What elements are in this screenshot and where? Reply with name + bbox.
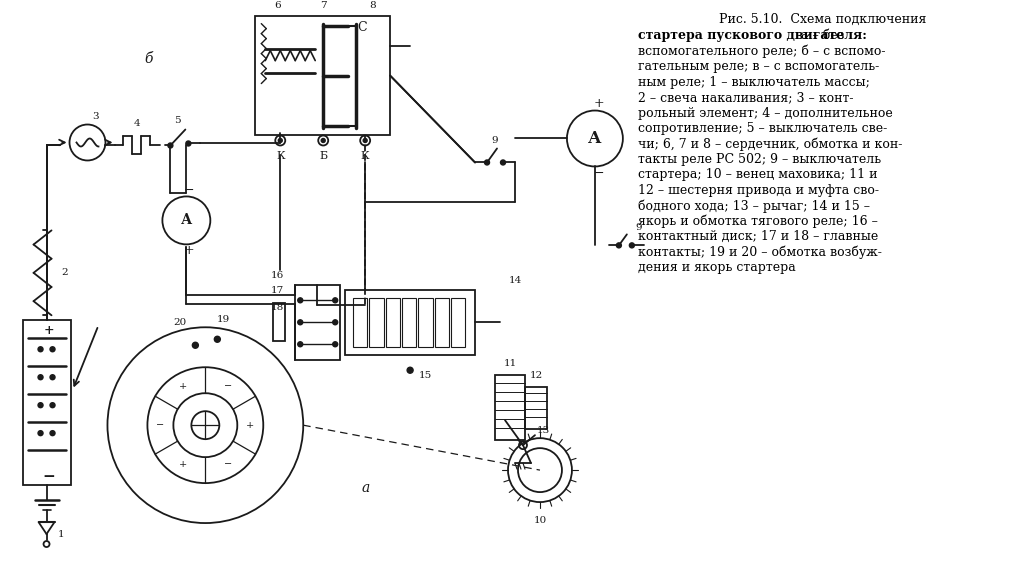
Text: контактный диск; 17 и 18 – главные: контактный диск; 17 и 18 – главные bbox=[638, 230, 879, 243]
Circle shape bbox=[333, 342, 338, 347]
Text: −: − bbox=[224, 382, 231, 391]
Bar bbox=[370, 298, 384, 347]
Circle shape bbox=[298, 342, 303, 347]
Bar bbox=[255, 15, 390, 135]
Circle shape bbox=[38, 403, 43, 408]
Text: 19: 19 bbox=[217, 315, 230, 324]
Bar bbox=[273, 303, 286, 342]
Text: 12 – шестерня привода и муфта сво-: 12 – шестерня привода и муфта сво- bbox=[638, 184, 879, 197]
Text: 18: 18 bbox=[270, 303, 284, 312]
Text: +: + bbox=[184, 244, 195, 257]
Circle shape bbox=[364, 138, 368, 142]
Text: +: + bbox=[246, 421, 254, 430]
Text: +: + bbox=[179, 460, 187, 468]
Circle shape bbox=[214, 336, 220, 342]
Text: Рис. 5.10.  Схема подключения: Рис. 5.10. Схема подключения bbox=[719, 13, 927, 26]
Text: 9: 9 bbox=[492, 136, 499, 145]
Bar bbox=[525, 387, 547, 429]
Circle shape bbox=[50, 430, 55, 436]
Circle shape bbox=[501, 160, 506, 165]
Text: 12: 12 bbox=[529, 371, 543, 380]
Text: 8: 8 bbox=[369, 1, 376, 10]
Circle shape bbox=[333, 320, 338, 325]
Bar bbox=[23, 320, 71, 485]
Text: дения и якорь стартера: дения и якорь стартера bbox=[638, 261, 796, 274]
Text: К: К bbox=[275, 152, 285, 161]
Text: ным реле; 1 – выключатель массы;: ным реле; 1 – выключатель массы; bbox=[638, 76, 869, 88]
Text: 16: 16 bbox=[270, 271, 284, 280]
Bar bbox=[295, 285, 340, 360]
Text: −: − bbox=[184, 184, 195, 197]
Circle shape bbox=[193, 342, 199, 348]
Circle shape bbox=[298, 298, 303, 303]
Text: б: б bbox=[144, 52, 153, 65]
Text: 15: 15 bbox=[419, 371, 432, 380]
Text: А: А bbox=[181, 214, 191, 227]
Circle shape bbox=[38, 347, 43, 352]
Circle shape bbox=[50, 347, 55, 352]
Circle shape bbox=[279, 138, 283, 142]
Bar bbox=[434, 298, 449, 347]
Text: С: С bbox=[357, 21, 367, 34]
Bar bbox=[386, 298, 400, 347]
Circle shape bbox=[50, 403, 55, 408]
Circle shape bbox=[38, 430, 43, 436]
Text: а: а bbox=[361, 481, 370, 495]
Text: 1: 1 bbox=[58, 530, 65, 538]
Text: бодного хода; 13 – рычаг; 14 и 15 –: бодного хода; 13 – рычаг; 14 и 15 – bbox=[638, 199, 869, 213]
Text: −: − bbox=[42, 470, 55, 484]
Text: −: − bbox=[157, 421, 165, 430]
Text: 11: 11 bbox=[504, 359, 517, 368]
Circle shape bbox=[484, 160, 489, 165]
Text: стартера пускового двигателя:: стартера пускового двигателя: bbox=[638, 29, 866, 42]
Bar bbox=[353, 298, 368, 347]
Text: 2 – свеча накаливания; 3 – конт-: 2 – свеча накаливания; 3 – конт- bbox=[638, 91, 853, 104]
Circle shape bbox=[298, 320, 303, 325]
Text: рольный элемент; 4 – дополнительное: рольный элемент; 4 – дополнительное bbox=[638, 107, 893, 119]
Text: а – без: а – без bbox=[797, 29, 845, 42]
Bar bbox=[402, 298, 416, 347]
Text: такты реле РС 502; 9 – выключатель: такты реле РС 502; 9 – выключатель bbox=[638, 153, 881, 166]
Circle shape bbox=[333, 298, 338, 303]
Text: 4: 4 bbox=[134, 119, 140, 128]
Circle shape bbox=[168, 143, 173, 148]
Bar bbox=[418, 298, 432, 347]
Text: якорь и обмотка тягового реле; 16 –: якорь и обмотка тягового реле; 16 – bbox=[638, 215, 878, 228]
Text: гательным реле; в – с вспомогатель-: гательным реле; в – с вспомогатель- bbox=[638, 60, 880, 73]
Text: 13: 13 bbox=[537, 426, 550, 435]
Circle shape bbox=[186, 141, 190, 146]
Text: 3: 3 bbox=[92, 112, 98, 121]
Text: чи; 6, 7 и 8 – сердечник, обмотка и кон-: чи; 6, 7 и 8 – сердечник, обмотка и кон- bbox=[638, 138, 902, 151]
Circle shape bbox=[50, 375, 55, 380]
Text: 14: 14 bbox=[508, 276, 521, 285]
Text: стартера; 10 – венец маховика; 11 и: стартера; 10 – венец маховика; 11 и bbox=[638, 168, 878, 181]
Text: +: + bbox=[43, 324, 54, 337]
Text: −: − bbox=[224, 460, 231, 468]
Text: 6: 6 bbox=[274, 1, 281, 10]
Circle shape bbox=[616, 243, 622, 248]
Text: вспомогательного реле; б – с вспомо-: вспомогательного реле; б – с вспомо- bbox=[638, 45, 886, 58]
Text: −: − bbox=[594, 167, 604, 180]
Text: 17: 17 bbox=[270, 286, 284, 295]
Text: 5: 5 bbox=[174, 116, 180, 125]
Circle shape bbox=[630, 243, 634, 248]
Text: сопротивление; 5 – выключатель све-: сопротивление; 5 – выключатель све- bbox=[638, 122, 887, 135]
Bar bbox=[495, 375, 525, 440]
Bar bbox=[451, 298, 465, 347]
Circle shape bbox=[408, 367, 413, 373]
Bar bbox=[345, 290, 475, 355]
Text: Б: Б bbox=[319, 152, 328, 161]
Text: контакты; 19 и 20 – обмотка возбуж-: контакты; 19 и 20 – обмотка возбуж- bbox=[638, 246, 882, 259]
Text: 20: 20 bbox=[174, 318, 187, 327]
Text: А: А bbox=[588, 130, 602, 147]
Circle shape bbox=[322, 138, 326, 142]
Text: 10: 10 bbox=[534, 515, 547, 525]
Text: 9: 9 bbox=[636, 223, 642, 232]
Text: К: К bbox=[360, 152, 370, 161]
Text: 7: 7 bbox=[319, 1, 327, 10]
Text: +: + bbox=[179, 382, 187, 391]
Circle shape bbox=[38, 375, 43, 380]
Text: 2: 2 bbox=[61, 268, 68, 277]
Text: +: + bbox=[594, 97, 604, 110]
